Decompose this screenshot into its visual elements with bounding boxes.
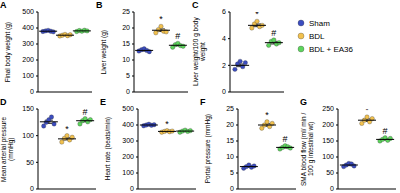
html-text:Liver weight (g): Liver weight (g) bbox=[99, 29, 107, 75]
svg-text:*: * bbox=[165, 119, 169, 129]
svg-text:100: 100 bbox=[322, 153, 334, 160]
html-text:D: D bbox=[0, 97, 7, 107]
html-text:SMA blood flow (ml/ min / 100: SMA blood flow (ml/ min / 100 g intestin… bbox=[300, 112, 314, 186]
svg-text:10: 10 bbox=[226, 153, 234, 160]
svg-text:150: 150 bbox=[322, 137, 334, 144]
html-text:Mean arterial pressure (mmHg): Mean arterial pressure (mmHg) bbox=[0, 116, 14, 182]
svg-text:15: 15 bbox=[226, 137, 234, 144]
html-text:Liver weight/100 g body weight: Liver weight/100 g body weight bbox=[192, 17, 206, 87]
html-text:B: B bbox=[96, 0, 103, 10]
svg-text:*: * bbox=[365, 109, 369, 115]
svg-text:#: # bbox=[175, 31, 180, 41]
svg-text:200: 200 bbox=[122, 153, 134, 160]
svg-text:300: 300 bbox=[122, 137, 134, 144]
svg-text:0: 0 bbox=[222, 88, 226, 95]
svg-text:0: 0 bbox=[130, 185, 134, 192]
svg-text:*: * bbox=[159, 14, 163, 24]
svg-text:0: 0 bbox=[126, 88, 130, 95]
svg-text:25: 25 bbox=[122, 8, 130, 15]
svg-text:100: 100 bbox=[22, 72, 34, 79]
svg-text:5: 5 bbox=[230, 169, 234, 176]
svg-text:20: 20 bbox=[122, 24, 130, 31]
svg-text:0: 0 bbox=[330, 185, 334, 192]
svg-text:20: 20 bbox=[226, 121, 234, 128]
svg-text:*: * bbox=[265, 110, 269, 120]
svg-text:0: 0 bbox=[230, 185, 234, 192]
html-text:BDL: BDL bbox=[309, 31, 325, 41]
svg-text:100: 100 bbox=[22, 132, 34, 139]
svg-text:500: 500 bbox=[122, 105, 134, 112]
svg-text:400: 400 bbox=[122, 121, 134, 128]
svg-text:#: # bbox=[283, 134, 288, 144]
svg-text:#: # bbox=[383, 126, 388, 136]
html-text:A: A bbox=[0, 0, 7, 10]
svg-text:4: 4 bbox=[222, 35, 226, 42]
svg-text:150: 150 bbox=[22, 105, 34, 112]
svg-text:50: 50 bbox=[26, 159, 34, 166]
svg-text:100: 100 bbox=[122, 169, 134, 176]
svg-text:#: # bbox=[271, 28, 276, 38]
html-text:E: E bbox=[100, 97, 106, 107]
html-text:F: F bbox=[200, 97, 206, 107]
svg-text:*: * bbox=[65, 124, 69, 134]
svg-text:10: 10 bbox=[122, 56, 130, 63]
svg-text:15: 15 bbox=[122, 40, 130, 47]
svg-text:6: 6 bbox=[222, 8, 226, 15]
svg-text:#: # bbox=[83, 109, 88, 117]
html-text:BDL + EA36: BDL + EA36 bbox=[309, 44, 353, 54]
svg-text:50: 50 bbox=[326, 169, 334, 176]
html-text:G: G bbox=[300, 97, 307, 107]
svg-text:2: 2 bbox=[222, 62, 226, 69]
svg-text:400: 400 bbox=[22, 24, 34, 31]
svg-text:200: 200 bbox=[22, 56, 34, 63]
svg-text:200: 200 bbox=[322, 121, 334, 128]
html-text:Portal pressure (mmHg): Portal pressure (mmHg) bbox=[203, 114, 211, 184]
svg-text:250: 250 bbox=[322, 105, 334, 112]
svg-text:0: 0 bbox=[30, 88, 34, 95]
html-text:Heart rate (beats/min): Heart rate (beats/min) bbox=[103, 117, 111, 181]
html-text:C: C bbox=[192, 0, 199, 10]
svg-text:0: 0 bbox=[30, 185, 34, 192]
svg-text:300: 300 bbox=[22, 40, 34, 47]
html-text:Sham: Sham bbox=[309, 18, 330, 28]
svg-text:5: 5 bbox=[126, 72, 130, 79]
svg-text:500: 500 bbox=[22, 8, 34, 15]
svg-text:*: * bbox=[255, 12, 259, 19]
html-text:Final body weight (g): Final body weight (g) bbox=[3, 21, 11, 83]
svg-text:25: 25 bbox=[226, 105, 234, 112]
